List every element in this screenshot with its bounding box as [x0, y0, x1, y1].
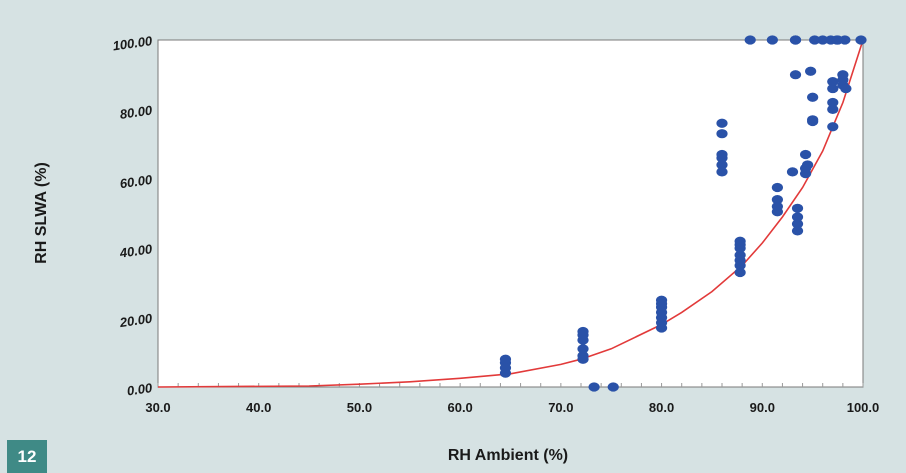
data-point	[771, 195, 783, 205]
data-point	[771, 201, 783, 212]
data-point	[577, 354, 589, 364]
data-point	[607, 382, 619, 392]
data-point	[807, 92, 819, 102]
y-tick-label: 100.00	[112, 33, 154, 53]
data-point	[827, 77, 839, 87]
y-tick-label: 60.00	[119, 172, 154, 191]
x-tick-label: 30.0	[145, 400, 170, 415]
data-point	[791, 212, 804, 222]
data-point	[799, 149, 812, 160]
data-point	[716, 167, 728, 177]
y-axis-ticks: 0.00 20.00 40.00 60.00 80.00 100.00	[112, 33, 154, 398]
data-point	[807, 116, 819, 127]
y-axis-title: RH SLWA (%)	[33, 162, 50, 264]
y-tick-label: 80.00	[119, 102, 154, 121]
data-point	[791, 219, 804, 229]
data-point	[827, 104, 839, 114]
data-point	[840, 83, 852, 94]
figure-number-badge: 12	[7, 440, 47, 473]
x-tick-label: 60.0	[447, 400, 472, 415]
data-point	[791, 203, 804, 213]
data-point	[837, 70, 849, 80]
data-point	[716, 149, 728, 160]
x-tick-label: 40.0	[246, 400, 271, 415]
data-point	[766, 35, 778, 45]
data-point	[802, 160, 814, 170]
data-point	[734, 250, 746, 260]
x-tick-label: 70.0	[548, 400, 573, 415]
y-tick-label: 40.00	[118, 241, 154, 261]
data-point	[716, 118, 728, 128]
data-point	[789, 70, 802, 80]
y-tick-label: 0.00	[126, 380, 154, 398]
x-axis-title: RH Ambient (%)	[448, 447, 568, 464]
data-point	[588, 382, 600, 392]
data-point	[577, 344, 589, 354]
data-point	[744, 35, 756, 45]
x-tick-label: 100.0	[847, 400, 880, 415]
data-point	[789, 35, 802, 45]
data-point	[827, 83, 839, 94]
x-tick-label: 90.0	[750, 400, 775, 415]
data-point	[577, 326, 589, 337]
data-point	[827, 97, 839, 108]
data-points	[499, 35, 867, 392]
data-point	[817, 35, 829, 45]
data-point	[786, 167, 799, 177]
y-tick-label: 20.00	[118, 311, 154, 331]
data-point	[499, 354, 512, 364]
data-point	[809, 35, 821, 45]
data-point	[839, 35, 851, 45]
data-point	[771, 182, 783, 193]
x-axis-ticks: 30.0 40.0 50.0 60.0 70.0 80.0 90.0 100.0	[145, 400, 879, 415]
data-point	[827, 122, 839, 132]
data-point	[655, 295, 668, 305]
data-point	[734, 236, 746, 246]
plot-area	[157, 39, 864, 388]
data-point	[716, 160, 728, 170]
x-tick-label: 50.0	[347, 400, 372, 415]
data-point	[716, 129, 728, 139]
data-point	[855, 35, 867, 45]
x-tick-label: 80.0	[649, 400, 674, 415]
data-point	[791, 226, 804, 236]
data-point	[805, 66, 817, 76]
data-point	[734, 267, 746, 278]
